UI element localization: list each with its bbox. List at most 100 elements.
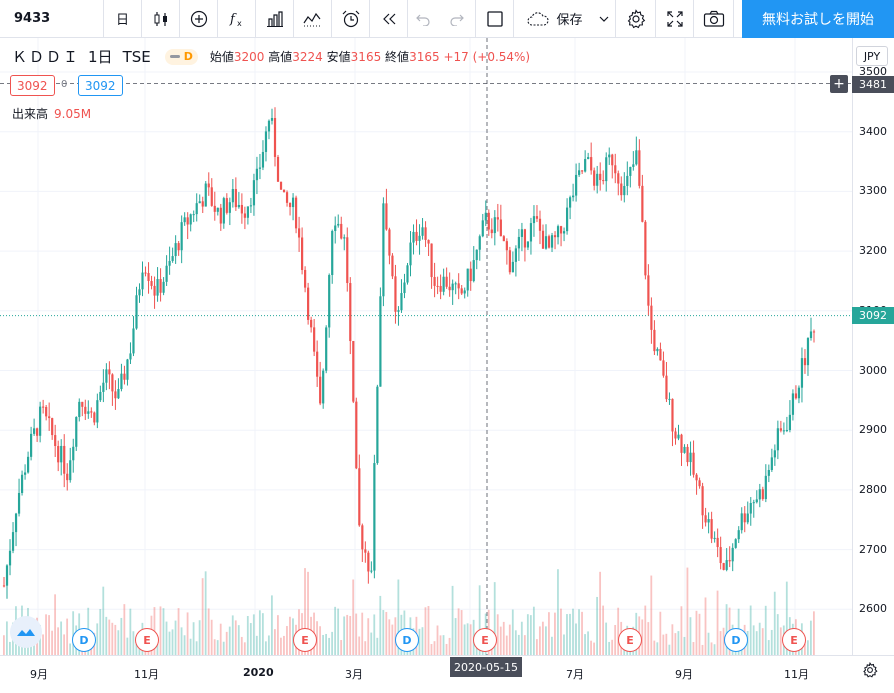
chart-type-button[interactable] [142, 0, 180, 37]
settings-button[interactable] [616, 0, 656, 37]
compare-button[interactable] [180, 0, 218, 37]
candle-body [301, 237, 304, 270]
volume-bar [57, 627, 60, 655]
volume-bar [180, 627, 183, 655]
candle-body [33, 428, 36, 434]
candle-body [376, 386, 379, 464]
redo-button[interactable] [438, 0, 476, 37]
candle-body [355, 401, 358, 469]
snapshot-button[interactable] [694, 0, 734, 37]
volume-bar [695, 610, 698, 655]
candle-body [653, 329, 656, 352]
currency-button[interactable]: JPY [856, 46, 888, 66]
candle-body [611, 154, 614, 166]
candle-body [81, 401, 84, 407]
dividend-pill[interactable]: D [164, 48, 198, 65]
candle-body [665, 375, 668, 400]
volume-bar [698, 613, 701, 655]
undo-button[interactable] [408, 0, 438, 37]
candle-body [42, 406, 45, 408]
volume-bar [677, 631, 680, 655]
candle-body [463, 290, 466, 294]
candle-body [581, 170, 584, 172]
add-plus-button[interactable]: + [830, 75, 848, 93]
tradingview-logo[interactable] [10, 616, 42, 648]
save-button[interactable]: 保存 [514, 0, 616, 37]
symbol-search-button[interactable]: 9433 [0, 0, 104, 37]
candle-body [135, 295, 138, 329]
layout-button[interactable] [476, 0, 514, 37]
volume-bar [349, 615, 352, 655]
volume-bar [779, 627, 782, 655]
candle-body [391, 255, 394, 277]
volume-bar [430, 644, 433, 655]
candle-body [508, 250, 511, 273]
replay-button[interactable] [370, 0, 408, 37]
interval-label: 日 [115, 13, 129, 28]
candle-body [424, 227, 427, 240]
volume-bar [593, 642, 595, 655]
time-tick-label: 9月 [675, 668, 693, 681]
candle-body [207, 183, 210, 188]
candle-body [270, 118, 274, 121]
candle-body [590, 157, 593, 171]
candle-body [57, 446, 60, 463]
candle-body [502, 236, 505, 242]
price-box-blue: 3092 [78, 75, 123, 96]
candle-body [153, 285, 156, 296]
volume-bar [617, 607, 620, 655]
price-axis[interactable]: 3500340033003200310030002900280027002600 [852, 38, 894, 655]
price-tick-label: 3300 [859, 184, 887, 198]
volume-bar [117, 630, 120, 655]
volume-bar [96, 623, 99, 655]
earnings-marker[interactable]: E [473, 628, 497, 652]
volume-bar [541, 621, 544, 655]
volume-bar [186, 612, 189, 655]
volume-bar [280, 637, 282, 655]
financials-button[interactable] [256, 0, 294, 37]
candle-body [719, 547, 722, 564]
price-chart[interactable] [0, 38, 852, 655]
volume-bar [770, 629, 773, 655]
volume-bar [346, 614, 349, 655]
volume-bar [246, 616, 249, 655]
volume-bar [42, 634, 44, 655]
time-axis[interactable]: 9月 11月 2020 3月 7月 9月 11月 [0, 655, 894, 693]
earnings-marker[interactable]: E [618, 628, 642, 652]
start-free-trial-button[interactable]: 無料お試しを開始 [742, 0, 894, 38]
volume-bar [557, 569, 559, 655]
candle-body [63, 445, 66, 474]
volume-bar [569, 613, 571, 655]
candle-body [412, 231, 415, 243]
axis-settings-icon[interactable] [862, 661, 878, 682]
earnings-marker[interactable]: E [135, 628, 159, 652]
dividend-marker[interactable]: D [724, 628, 748, 652]
candle-body [415, 231, 418, 241]
volume-bar [48, 615, 50, 655]
time-tick-label: 7月 [566, 668, 584, 681]
volume-bar [201, 578, 204, 655]
volume-bar [538, 626, 541, 655]
dash-icon [169, 55, 180, 58]
interval-button[interactable]: 日 [104, 0, 142, 37]
volume-bar [463, 624, 466, 655]
volume-bar [605, 622, 608, 655]
camera-icon [703, 10, 725, 28]
dividend-marker[interactable]: D [72, 628, 96, 652]
templates-button[interactable] [294, 0, 332, 37]
dividend-marker[interactable]: D [395, 628, 419, 652]
volume-bar [581, 611, 583, 655]
redo-icon [449, 12, 465, 26]
fullscreen-button[interactable] [656, 0, 694, 37]
earnings-marker[interactable]: E [293, 628, 317, 652]
volume-bar [370, 632, 373, 655]
alert-button[interactable] [332, 0, 370, 37]
earnings-marker[interactable]: E [782, 628, 806, 652]
volume-bar [683, 636, 686, 655]
volume-bar [283, 635, 285, 655]
volume-bar [177, 608, 180, 655]
candle-body [677, 434, 680, 439]
symbol-title: ＫＤＤＩ [12, 48, 81, 66]
candle-body [596, 173, 599, 186]
